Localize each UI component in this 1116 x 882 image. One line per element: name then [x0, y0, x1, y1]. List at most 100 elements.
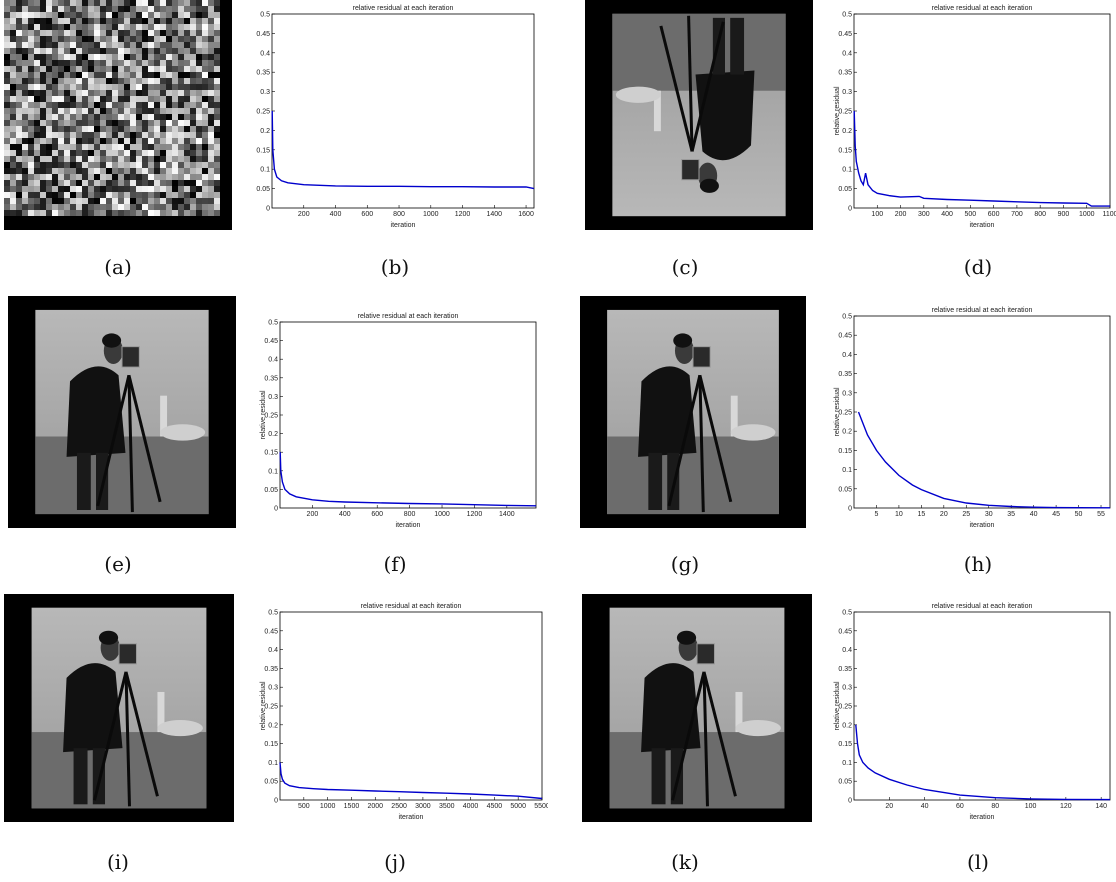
- y-tick-label: 0.3: [842, 685, 852, 692]
- x-tick-label: 1100: [1102, 211, 1116, 218]
- x-tick-label: 5000: [510, 803, 526, 810]
- x-axis-label: iteration: [391, 222, 416, 229]
- y-tick-label: 0.5: [842, 610, 852, 617]
- image-c: [585, 0, 813, 230]
- y-tick-label: 0.05: [264, 779, 278, 786]
- x-tick-label: 600: [371, 511, 383, 518]
- y-tick-label: 0.45: [838, 31, 852, 38]
- x-tick-label: 140: [1095, 803, 1107, 810]
- photo-svg: [582, 594, 812, 822]
- y-tick-label: 0.4: [842, 352, 852, 359]
- y-tick-label: 0: [266, 206, 270, 213]
- residual-series-line: [271, 110, 535, 190]
- y-tick-label: 0.3: [842, 390, 852, 397]
- x-tick-label: 5500: [534, 803, 548, 810]
- x-tick-label: 400: [941, 211, 953, 218]
- caption-d: (d): [963, 255, 993, 279]
- y-tick-label: 0.2: [268, 431, 278, 438]
- x-tick-label: 2000: [367, 803, 383, 810]
- y-tick-label: 0.5: [268, 320, 278, 327]
- x-tick-label: 1000: [423, 211, 439, 218]
- y-tick-label: 0.45: [838, 628, 852, 635]
- y-tick-label: 0.1: [268, 468, 278, 475]
- y-tick-label: 0.25: [838, 109, 852, 116]
- y-axis-label: relative residual: [834, 681, 841, 730]
- y-tick-label: 0.15: [264, 741, 278, 748]
- y-tick-label: 0.45: [264, 628, 278, 635]
- y-tick-label: 0.2: [842, 128, 852, 135]
- y-tick-label: 0.25: [264, 413, 278, 420]
- photo-svg: [8, 296, 236, 528]
- y-tick-label: 0.1: [842, 467, 852, 474]
- caption-e: (e): [104, 552, 132, 576]
- x-tick-label: 800: [393, 211, 405, 218]
- x-axis-label: iteration: [970, 814, 995, 821]
- x-tick-label: 100: [1025, 803, 1037, 810]
- y-tick-label: 0: [274, 798, 278, 805]
- x-tick-label: 3000: [415, 803, 431, 810]
- y-tick-label: 0.3: [268, 394, 278, 401]
- caption-g: (g): [670, 552, 700, 576]
- x-tick-label: 1400: [487, 211, 503, 218]
- y-tick-label: 0.4: [268, 357, 278, 364]
- y-tick-label: 0.25: [264, 704, 278, 711]
- y-tick-label: 0.15: [838, 147, 852, 154]
- y-tick-label: 0.1: [842, 760, 852, 767]
- chart-svg: relative residual at each iteration itera…: [260, 603, 548, 821]
- x-tick-label: 1600: [518, 211, 534, 218]
- chart-title: relative residual at each iteration: [932, 603, 1033, 610]
- x-tick-label: 200: [298, 211, 310, 218]
- y-tick-label: 0.05: [838, 486, 852, 493]
- x-tick-label: 1400: [499, 511, 515, 518]
- x-tick-label: 400: [330, 211, 342, 218]
- chart-svg: relative residual at each iteration itera…: [834, 307, 1111, 529]
- plot-f: relative residual at each iteration itera…: [258, 308, 542, 530]
- residual-series-line: [279, 762, 543, 800]
- y-tick-label: 0.3: [260, 89, 270, 96]
- y-tick-label: 0.1: [268, 760, 278, 767]
- y-tick-label: 0.05: [838, 779, 852, 786]
- caption-a: (a): [104, 255, 132, 279]
- x-tick-label: 1000: [1079, 211, 1095, 218]
- y-tick-label: 0.05: [264, 487, 278, 494]
- caption-k: (k): [671, 850, 699, 874]
- chart-title: relative residual at each iteration: [932, 5, 1033, 12]
- plot-frame: [853, 315, 1111, 509]
- y-tick-label: 0.15: [838, 448, 852, 455]
- x-tick-label: 4000: [463, 803, 479, 810]
- x-tick-label: 3500: [439, 803, 455, 810]
- y-tick-label: 0.25: [838, 704, 852, 711]
- caption-j: (j): [384, 850, 406, 874]
- chart-title: relative residual at each iteration: [932, 307, 1033, 314]
- x-tick-label: 200: [307, 511, 319, 518]
- x-axis-label: iteration: [396, 522, 421, 529]
- photo-svg: [580, 296, 806, 528]
- photo-svg: [4, 0, 232, 230]
- image-a: [4, 0, 232, 230]
- plot-frame: [279, 611, 543, 801]
- x-tick-label: 2500: [391, 803, 407, 810]
- x-tick-label: 1500: [344, 803, 360, 810]
- y-tick-label: 0.1: [842, 167, 852, 174]
- residual-series-line: [855, 724, 1111, 801]
- y-tick-label: 0: [848, 206, 852, 213]
- caption-f: (f): [383, 552, 407, 576]
- x-tick-label: 1000: [320, 803, 336, 810]
- y-tick-label: 0: [274, 506, 278, 513]
- x-tick-label: 500: [298, 803, 310, 810]
- y-tick-label: 0.5: [260, 12, 270, 19]
- y-tick-label: 0.35: [256, 70, 270, 77]
- x-tick-label: 4500: [487, 803, 503, 810]
- y-tick-label: 0.2: [842, 429, 852, 436]
- y-tick-label: 0.45: [838, 333, 852, 340]
- y-tick-label: 0.45: [264, 338, 278, 345]
- y-tick-label: 0.15: [256, 147, 270, 154]
- y-tick-label: 0.5: [842, 12, 852, 19]
- y-tick-label: 0.1: [260, 167, 270, 174]
- y-tick-label: 0: [848, 506, 852, 513]
- y-tick-label: 0.2: [842, 722, 852, 729]
- y-tick-label: 0.2: [268, 722, 278, 729]
- x-tick-label: 200: [895, 211, 907, 218]
- x-tick-label: 500: [965, 211, 977, 218]
- chart-svg: relative residual at each iteration itera…: [256, 5, 535, 229]
